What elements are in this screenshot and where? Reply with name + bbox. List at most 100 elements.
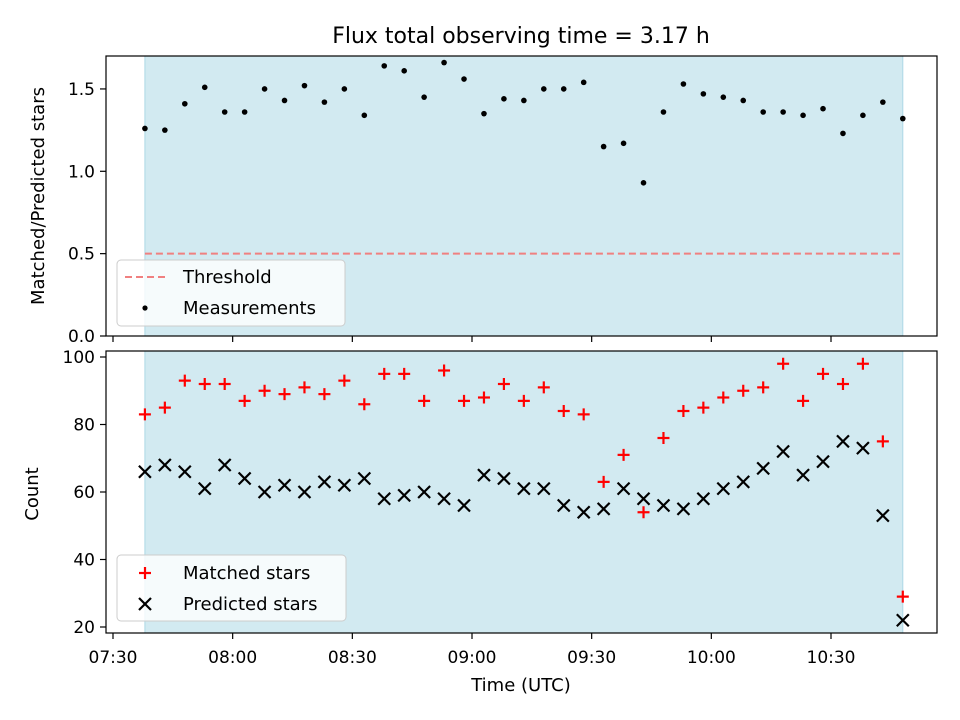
matched-star-point — [338, 374, 351, 387]
predicted-star-point — [457, 498, 471, 513]
top-panel-ratio: 0.0 0.5 1.0 1.5 Matched/Predicted stars Thr… — [28, 55, 938, 347]
measurement-point — [341, 86, 348, 92]
matched-star-point — [777, 357, 790, 370]
matched-star-point — [497, 378, 510, 390]
bottom-legend: Matched stars Predicted stars — [116, 554, 347, 622]
matched-star-point — [438, 364, 451, 377]
predicted-star-point — [856, 441, 870, 455]
predicted-star-point — [596, 502, 611, 516]
matched-star-point — [797, 394, 810, 407]
measurement-point — [301, 82, 308, 89]
x-tick-label: 07:30 — [89, 648, 138, 668]
predicted-star-point — [517, 481, 531, 496]
predicted-star-point — [297, 485, 312, 499]
threshold-legend-label: Threshold — [182, 267, 272, 288]
matched-star-point — [577, 408, 590, 421]
measurement-point — [401, 68, 407, 74]
matched-star-point — [178, 374, 191, 387]
measurement-point — [201, 84, 208, 91]
top-y-axis-label: Matched/Predicted stars — [28, 87, 49, 305]
measurement-point — [321, 99, 328, 105]
x-tick-label: 09:00 — [448, 648, 497, 668]
x-tick-label: 08:30 — [328, 648, 377, 668]
measurement-point — [221, 109, 228, 115]
predicted-legend-swatch — [138, 597, 152, 611]
top-y-ticks: 0.0 0.5 1.0 1.5 — [68, 80, 106, 347]
x-tick-label: 09:30 — [567, 648, 616, 668]
matched-star-point — [218, 378, 231, 390]
matched-star-point — [657, 432, 670, 444]
x-tick-label: 10:00 — [687, 648, 736, 668]
measurement-point — [481, 110, 487, 117]
measurement-point — [281, 97, 288, 104]
predicted-star-point — [138, 464, 152, 479]
matched-star-point — [896, 590, 909, 603]
bottom-y-tick-label: 60 — [73, 483, 95, 503]
matched-star-point — [238, 394, 251, 407]
predicted-star-point — [217, 458, 232, 472]
chart-title: Flux total observing time = 3.17 h — [332, 24, 710, 49]
predicted-star-point — [756, 461, 770, 476]
predicted-star-point — [317, 475, 332, 489]
matched-star-point — [697, 401, 710, 414]
measurement-point — [600, 143, 607, 150]
measurement-point — [740, 97, 747, 104]
measurement-point — [261, 86, 268, 92]
measurement-point — [680, 81, 687, 87]
matched-star-point — [477, 391, 490, 404]
measurement-point — [780, 109, 786, 115]
matched-star-point — [198, 378, 211, 390]
predicted-star-point — [237, 471, 252, 486]
measurement-point — [441, 59, 447, 66]
measurement-point — [521, 97, 527, 104]
matched-star-point — [378, 367, 391, 380]
matched-star-point — [617, 448, 630, 461]
top-y-tick-label: 1.0 — [68, 162, 95, 182]
predicted-star-point — [437, 491, 451, 506]
matched-star-point — [138, 408, 151, 421]
matched-star-point — [757, 381, 770, 394]
matched-star-point — [458, 394, 471, 407]
predicted-star-point — [277, 478, 292, 493]
top-y-tick-label: 0.0 — [68, 327, 95, 347]
predicted-star-point — [636, 491, 651, 506]
matched-star-point — [876, 435, 889, 448]
measurement-points — [142, 59, 906, 186]
measurement-point — [720, 94, 727, 100]
measurements-legend-label: Measurements — [183, 298, 316, 319]
measurements-legend-swatch — [142, 305, 148, 311]
measurement-point — [880, 99, 886, 105]
predicted-star-point — [796, 468, 810, 482]
matched-star-point — [597, 475, 610, 488]
predicted-star-point — [197, 481, 212, 496]
predicted-star-point — [417, 485, 431, 499]
matched-star-point — [358, 398, 371, 411]
matched-star-point — [318, 388, 331, 401]
matched-star-point — [717, 391, 730, 404]
predicted-star-point — [616, 481, 631, 496]
predicted-star-point — [497, 471, 511, 486]
predicted-star-point — [736, 475, 751, 489]
predicted-star-point — [576, 505, 591, 520]
matched-star-point — [418, 394, 431, 407]
bottom-y-tick-label: 100 — [63, 348, 95, 368]
predicted-legend-label: Predicted stars — [183, 594, 317, 615]
predicted-star-point — [676, 502, 691, 516]
measurement-point — [860, 112, 866, 119]
predicted-star-point — [377, 491, 392, 506]
top-y-tick-label: 1.5 — [68, 80, 95, 100]
measurement-point — [361, 112, 368, 119]
measurement-point — [640, 180, 647, 186]
bottom-x-ticks: 07:30 08:00 08:30 09:00 09:30 10:00 10:30 — [89, 633, 856, 668]
matched-star-point — [278, 388, 291, 401]
measurement-point — [900, 115, 906, 122]
measurement-point — [840, 130, 846, 137]
measurement-point — [381, 63, 388, 69]
measurement-point — [421, 94, 427, 100]
bottom-y-tick-label: 80 — [73, 416, 95, 436]
matched-star-point — [517, 394, 530, 407]
measurement-point — [580, 79, 587, 86]
measurement-point — [660, 109, 667, 115]
matched-star-point — [258, 384, 271, 397]
